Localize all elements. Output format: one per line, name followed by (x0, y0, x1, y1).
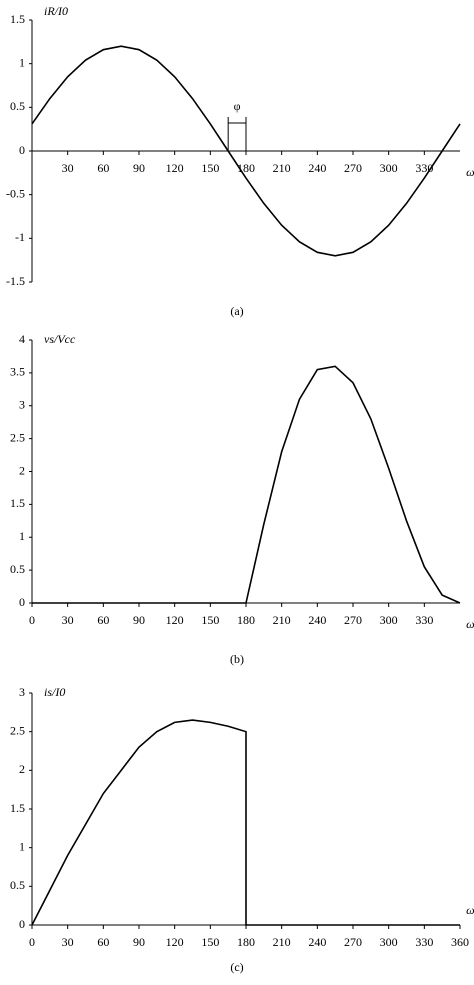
x-tick-label: 360 (451, 935, 469, 949)
y-tick-label: 0 (19, 917, 25, 931)
x-tick-label: 300 (380, 935, 398, 949)
x-tick-label: 240 (308, 935, 326, 949)
y-tick-label: 2 (19, 762, 25, 776)
x-tick-label: 60 (97, 161, 109, 175)
x-tick-label: 120 (166, 613, 184, 627)
x-tick-label: 0 (29, 935, 35, 949)
panel-label: (c) (230, 960, 243, 974)
x-tick-label: 150 (201, 935, 219, 949)
x-tick-label: 330 (415, 935, 433, 949)
y-tick-label: 4 (19, 332, 25, 346)
x-tick-label: 0 (29, 613, 35, 627)
x-tick-label: 150 (201, 161, 219, 175)
y-tick-label: 0 (19, 595, 25, 609)
y-tick-label: -1 (15, 230, 25, 244)
annotation: φ (234, 99, 241, 113)
x-tick-label: 30 (62, 161, 74, 175)
x-tick-label: 210 (273, 613, 291, 627)
x-tick-label: 270 (344, 161, 362, 175)
y-tick-label: 1.5 (10, 496, 25, 510)
x-tick-label: 120 (166, 935, 184, 949)
y-tick-label: 1 (19, 839, 25, 853)
y-tick-label: 1.5 (10, 12, 25, 26)
x-tick-label: 300 (380, 613, 398, 627)
x-tick-label: 150 (201, 613, 219, 627)
y-tick-label: 2.5 (10, 723, 25, 737)
y-tick-label: -0.5 (6, 186, 25, 200)
x-tick-label: 60 (97, 613, 109, 627)
y-tick-label: 2 (19, 463, 25, 477)
x-tick-label: 30 (62, 935, 74, 949)
x-tick-label: 60 (97, 935, 109, 949)
x-tick-label: 180 (237, 935, 255, 949)
x-tick-label: 270 (344, 935, 362, 949)
x-axis-label: ωt (466, 165, 474, 179)
y-tick-label: 3 (19, 685, 25, 699)
x-tick-label: 210 (273, 161, 291, 175)
line-series (31, 45, 461, 257)
y-tick-label: 1 (19, 529, 25, 543)
y-axis-label: iR/I0 (44, 4, 68, 18)
x-axis-label: ωt (466, 903, 474, 917)
x-tick-label: 90 (133, 613, 145, 627)
x-tick-label: 240 (308, 613, 326, 627)
panel-label: (a) (230, 304, 243, 318)
y-tick-label: 2.5 (10, 430, 25, 444)
line-series (31, 719, 460, 926)
x-tick-label: 300 (380, 161, 398, 175)
x-tick-label: 120 (166, 161, 184, 175)
line-series (32, 365, 461, 604)
x-tick-label: 90 (133, 161, 145, 175)
x-axis-label: ωt (466, 617, 474, 631)
x-tick-label: 90 (133, 935, 145, 949)
y-tick-label: 0.5 (10, 99, 25, 113)
y-tick-label: 3.5 (10, 365, 25, 379)
x-tick-label: 180 (237, 613, 255, 627)
y-tick-label: -1.5 (6, 274, 25, 288)
y-axis-label: is/I0 (44, 685, 65, 699)
x-tick-label: 240 (308, 161, 326, 175)
x-tick-label: 330 (415, 613, 433, 627)
y-tick-label: 0.5 (10, 562, 25, 576)
x-tick-label: 210 (273, 935, 291, 949)
y-tick-label: 0 (19, 143, 25, 157)
panel-label: (b) (230, 652, 244, 666)
x-tick-label: 270 (344, 613, 362, 627)
y-axis-label: vs/Vcc (44, 332, 76, 346)
y-tick-label: 1 (19, 55, 25, 69)
y-tick-label: 3 (19, 398, 25, 412)
x-tick-label: 30 (62, 613, 74, 627)
y-tick-label: 0.5 (10, 878, 25, 892)
y-tick-label: 1.5 (10, 801, 25, 815)
